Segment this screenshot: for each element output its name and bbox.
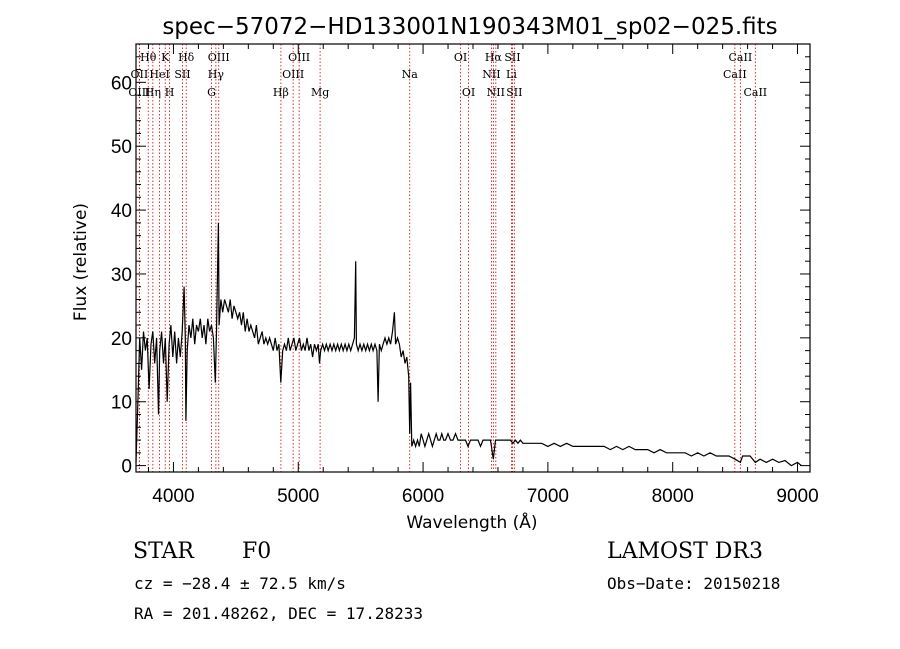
line-marker-label: SII — [504, 51, 520, 64]
survey-name: LAMOST DR3 — [607, 539, 763, 564]
line-marker-label: Hβ — [273, 86, 289, 99]
line-marker-label: Hγ — [208, 68, 225, 81]
x-tick-labels: 4000 5000 6000 7000 8000 9000 — [152, 486, 818, 507]
line-marker-label: OIII — [128, 86, 150, 99]
line-marker-label: Hα — [485, 51, 503, 64]
x-tick-label: 7000 — [527, 486, 569, 507]
line-marker-label: CaII — [743, 86, 767, 99]
line-marker-label: Na — [402, 68, 419, 81]
chart-title: spec−57072−HD133001N190343M01_sp02−025.f… — [162, 14, 777, 40]
line-marker-label: K — [161, 51, 170, 64]
line-marker-label: OIII — [288, 51, 310, 64]
x-tick-label: 8000 — [652, 486, 694, 507]
line-marker-label: OII — [131, 68, 149, 81]
ra-dec-coordinates: RA = 201.48262, DEC = 17.28233 — [134, 604, 423, 623]
line-marker-label: Hη — [145, 86, 161, 99]
x-tick-label: 9000 — [776, 486, 818, 507]
spectrum-line — [135, 222, 802, 467]
line-marker-label: CaII — [729, 51, 753, 64]
emission-line-markers — [138, 44, 756, 472]
x-tick-label: 5000 — [277, 486, 319, 507]
observation-date: Obs−Date: 20150218 — [607, 574, 781, 593]
line-marker-label: G — [207, 86, 216, 99]
line-marker-label: Mg — [311, 86, 329, 99]
axis-ticks — [136, 44, 810, 472]
line-marker-label: Hδ — [178, 51, 195, 64]
x-tick-label: 6000 — [402, 486, 444, 507]
y-axis-label: Flux (relative) — [71, 203, 91, 321]
line-marker-label: OI — [454, 51, 467, 64]
line-marker-label: NII — [487, 86, 505, 99]
line-marker-label: OIII — [282, 68, 304, 81]
x-tick-label: 4000 — [152, 486, 194, 507]
object-class: STAR — [133, 539, 194, 564]
object-subclass: F0 — [242, 539, 272, 564]
x-axis-label: Wavelength (Å) — [406, 511, 537, 533]
y-tick-label: 10 — [111, 393, 132, 414]
y-tick-label: 60 — [111, 73, 132, 94]
line-marker-label: OIII — [208, 51, 230, 64]
line-marker-label: SII — [506, 86, 522, 99]
line-marker-label: CaII — [723, 68, 747, 81]
line-marker-label: NII — [482, 68, 500, 81]
y-tick-label: 50 — [111, 137, 132, 158]
plot-frame — [135, 43, 811, 473]
line-marker-label: H — [165, 86, 175, 99]
line-marker-label: Li — [506, 68, 517, 81]
y-tick-labels: 0 10 20 30 40 50 60 — [111, 73, 132, 477]
line-marker-label: HeI — [149, 68, 169, 81]
y-tick-label: 20 — [111, 329, 132, 350]
line-marker-label: OI — [462, 86, 475, 99]
y-tick-label: 30 — [111, 265, 132, 286]
line-marker-label: SII — [174, 68, 190, 81]
redshift-velocity: cz = −28.4 ± 72.5 km/s — [134, 574, 346, 593]
emission-line-labels: Hθ OII OIII K HeI Hη H Hδ SII OIII Hγ G OIII OIII Hβ Mg… — [128, 51, 767, 99]
y-tick-label: 40 — [111, 201, 132, 222]
line-marker-label: Hθ — [140, 51, 157, 64]
y-tick-label: 0 — [121, 457, 132, 478]
